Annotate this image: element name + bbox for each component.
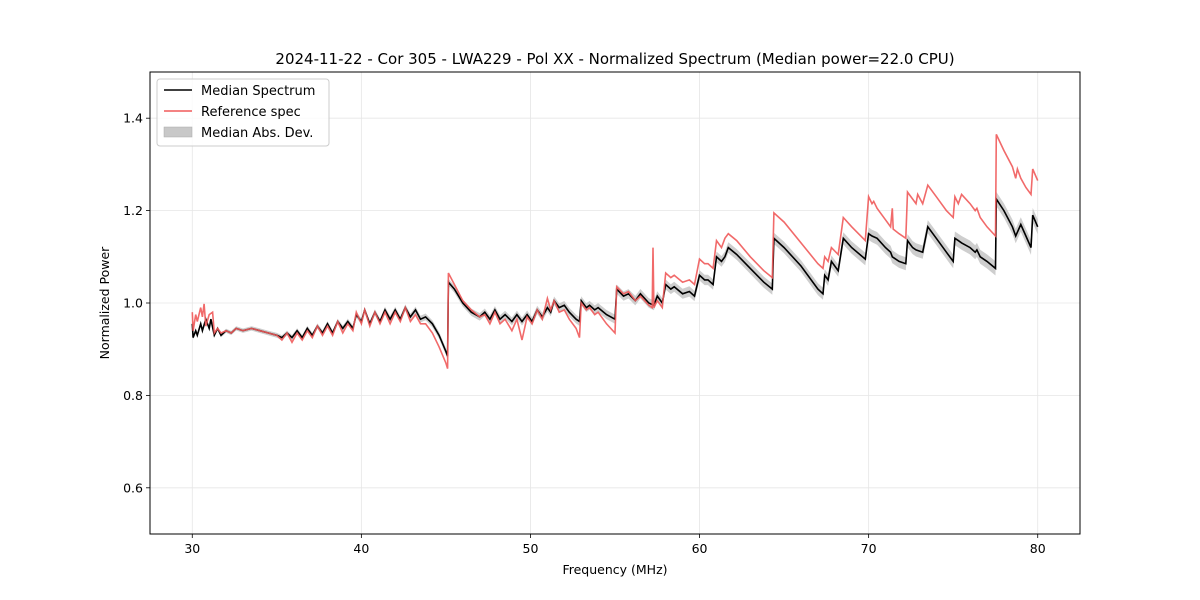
y-axis: 0.6 0.8 1.0 1.2 1.4	[123, 111, 150, 495]
legend-label-mad: Median Abs. Dev.	[201, 126, 313, 141]
x-tick-label: 30	[184, 541, 200, 556]
grid	[150, 72, 1080, 534]
x-axis-label: Frequency (MHz)	[562, 562, 667, 577]
y-tick-label: 0.6	[123, 480, 143, 495]
legend-box	[156, 78, 330, 147]
x-axis: 30 40 50 60 70 80	[184, 534, 1046, 556]
y-axis-label: Normalized Power	[97, 246, 112, 360]
y-tick-label: 1.4	[123, 111, 143, 126]
y-tick-label: 0.8	[123, 388, 143, 403]
legend-label-median: Median Spectrum	[201, 84, 315, 99]
x-tick-label: 70	[861, 541, 877, 556]
legend-swatch-mad	[163, 126, 193, 138]
y-tick-label: 1.2	[123, 203, 143, 218]
legend: Median Spectrum Reference spec Median Ab…	[156, 78, 330, 147]
y-tick-label: 1.0	[123, 296, 143, 311]
legend-label-reference: Reference spec	[201, 105, 301, 120]
reference-spec-line	[191, 134, 1039, 369]
chart-title: 2024-11-22 - Cor 305 - LWA229 - Pol XX -…	[275, 50, 954, 68]
x-tick-label: 60	[692, 541, 708, 556]
x-tick-label: 50	[523, 541, 539, 556]
x-tick-label: 40	[353, 541, 369, 556]
series-layer	[191, 134, 1039, 369]
x-tick-label: 80	[1030, 541, 1046, 556]
